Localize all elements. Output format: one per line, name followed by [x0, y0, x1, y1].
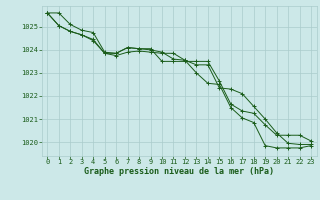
X-axis label: Graphe pression niveau de la mer (hPa): Graphe pression niveau de la mer (hPa): [84, 167, 274, 176]
